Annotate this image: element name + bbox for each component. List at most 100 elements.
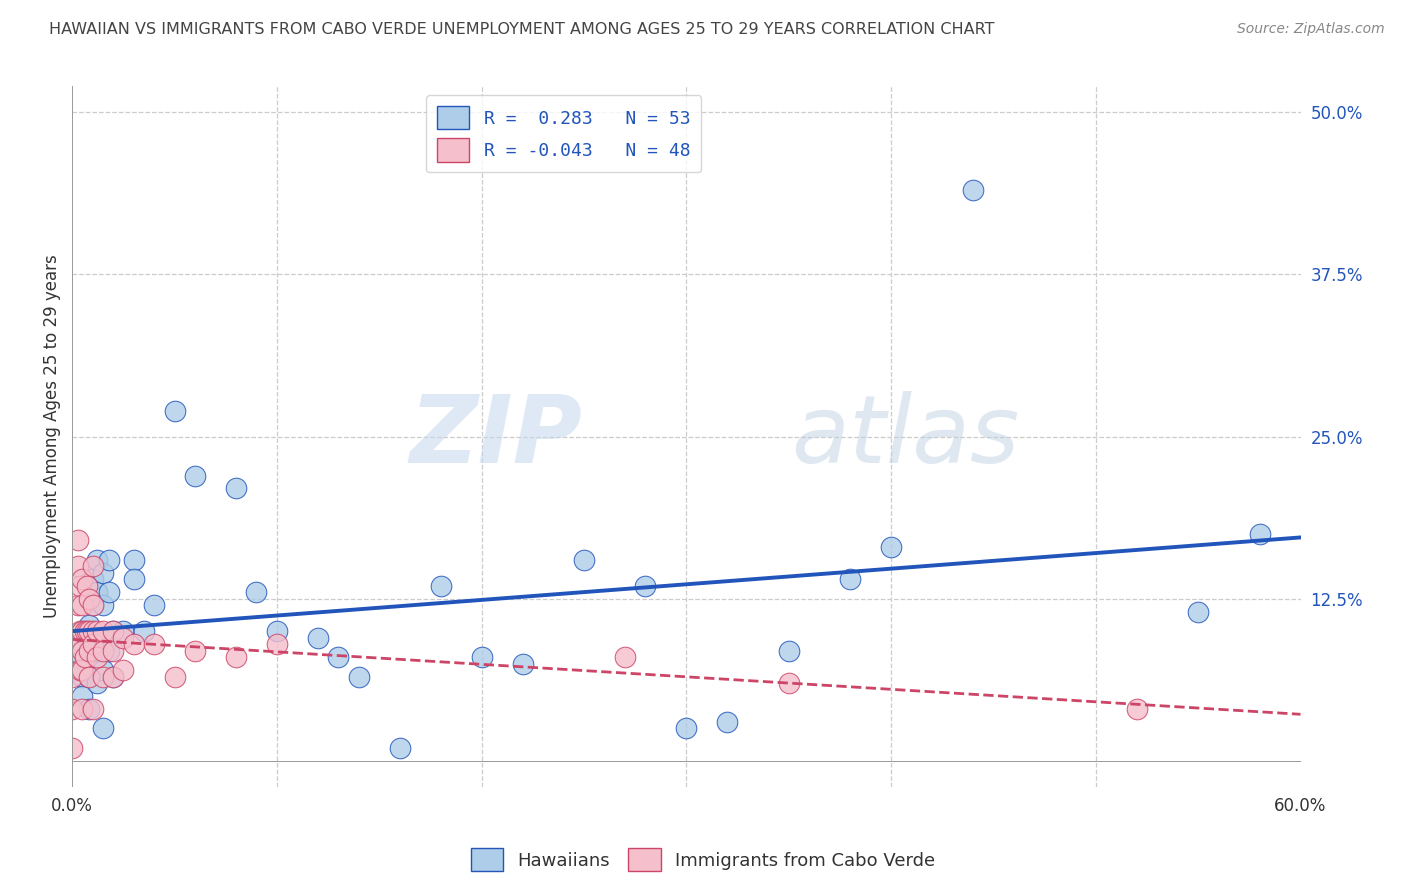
Text: Source: ZipAtlas.com: Source: ZipAtlas.com (1237, 22, 1385, 37)
Point (163, 669, 186, 683)
Point (76, 579, 98, 593)
Point (880, 540, 903, 554)
Point (77, 702, 100, 716)
Point (613, 650, 636, 665)
Point (225, 650, 247, 665)
Point (91, 624, 114, 639)
Point (86, 553, 108, 567)
Point (91, 669, 114, 683)
Point (132, 624, 155, 639)
Point (101, 624, 124, 639)
Point (69, 624, 91, 639)
Point (86, 624, 108, 639)
Point (72, 689, 94, 703)
Point (72, 599, 94, 613)
Point (77, 591, 100, 606)
Point (1187, 605, 1209, 619)
Point (86, 650, 108, 665)
Point (1126, 702, 1149, 716)
Point (77, 643, 100, 657)
Point (101, 643, 124, 657)
Point (122, 553, 145, 567)
Point (69, 663, 91, 677)
Point (245, 585, 267, 599)
Text: ZIP: ZIP (409, 391, 582, 483)
Point (82, 559, 104, 574)
Point (72, 650, 94, 665)
Point (67, 599, 90, 613)
Point (67, 533, 90, 548)
Point (388, 740, 411, 755)
Point (72, 702, 94, 716)
Point (112, 663, 135, 677)
Point (91, 663, 114, 677)
Point (184, 643, 207, 657)
Point (72, 624, 94, 639)
Point (512, 657, 534, 671)
Point (91, 643, 114, 657)
Point (266, 637, 288, 651)
Point (778, 676, 800, 690)
Point (86, 585, 108, 599)
Point (60, 669, 83, 683)
Point (634, 579, 657, 593)
Point (143, 637, 166, 651)
Point (82, 572, 104, 586)
Point (73, 624, 96, 639)
Point (77, 617, 100, 632)
Point (572, 553, 595, 567)
Point (778, 643, 800, 657)
Point (82, 637, 104, 651)
Point (101, 669, 124, 683)
Point (72, 643, 94, 657)
Point (328, 650, 350, 665)
Text: atlas: atlas (790, 391, 1019, 482)
Point (77, 637, 100, 651)
Point (91, 599, 114, 613)
Point (163, 403, 186, 417)
Point (225, 482, 247, 496)
Point (962, 183, 984, 197)
Point (76, 624, 98, 639)
Point (98, 643, 121, 657)
Point (839, 572, 862, 586)
Point (67, 559, 90, 574)
Point (60, 702, 83, 716)
Point (266, 624, 288, 639)
Point (86, 676, 108, 690)
Point (82, 599, 104, 613)
Point (98, 585, 121, 599)
Point (429, 579, 451, 593)
Point (184, 468, 207, 483)
Legend: R =  0.283   N = 53, R = -0.043   N = 48: R = 0.283 N = 53, R = -0.043 N = 48 (426, 95, 702, 172)
Y-axis label: Unemployment Among Ages 25 to 29 years: Unemployment Among Ages 25 to 29 years (44, 255, 60, 618)
Point (675, 722, 697, 736)
Point (307, 631, 329, 645)
Point (73, 650, 96, 665)
Point (77, 669, 100, 683)
Point (122, 572, 145, 586)
Point (82, 643, 104, 657)
Point (716, 714, 738, 729)
Point (60, 740, 83, 755)
Point (143, 599, 166, 613)
Point (91, 631, 114, 645)
Point (347, 669, 370, 683)
Point (98, 553, 121, 567)
Point (72, 669, 94, 683)
Point (72, 624, 94, 639)
Point (72, 572, 94, 586)
Point (67, 637, 90, 651)
Point (72, 637, 94, 651)
Point (112, 624, 135, 639)
Point (91, 722, 114, 736)
Point (1249, 527, 1271, 541)
Point (91, 566, 114, 580)
Point (69, 579, 91, 593)
Point (101, 624, 124, 639)
Point (112, 631, 135, 645)
Point (82, 702, 104, 716)
Text: HAWAIIAN VS IMMIGRANTS FROM CABO VERDE UNEMPLOYMENT AMONG AGES 25 TO 29 YEARS CO: HAWAIIAN VS IMMIGRANTS FROM CABO VERDE U… (49, 22, 994, 37)
Point (471, 650, 494, 665)
Point (86, 637, 108, 651)
